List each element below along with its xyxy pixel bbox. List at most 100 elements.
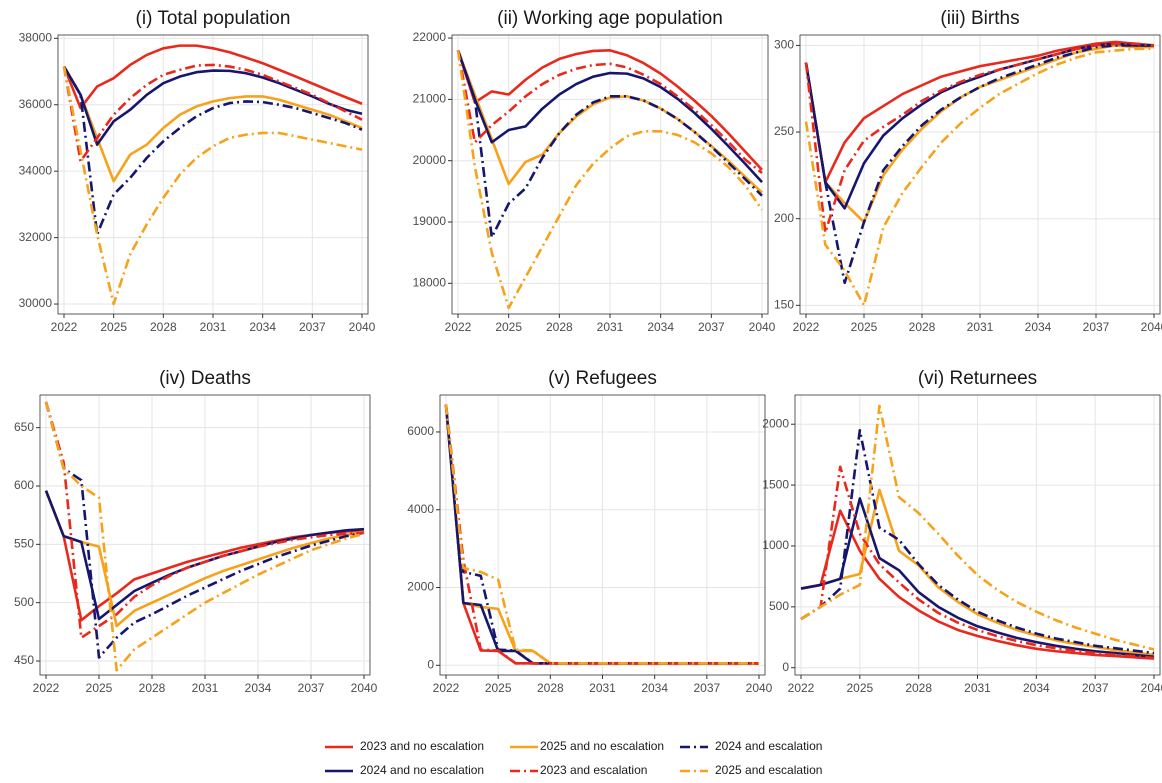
series-line (62, 66, 363, 306)
series-line (62, 63, 363, 163)
x-tick-label: 2028 (909, 320, 936, 334)
x-tick-label: 2034 (641, 681, 668, 695)
x-tick-label: 2022 (788, 681, 815, 695)
y-tick-label: 650 (14, 420, 34, 434)
panel-title: (vi) Returnees (918, 368, 1037, 389)
x-tick-label: 2025 (495, 320, 522, 334)
x-tick-label: 2034 (245, 681, 272, 695)
y-tick-label: 450 (14, 653, 34, 667)
y-tick-label: 2000 (407, 580, 434, 594)
series-line (456, 50, 764, 310)
x-tick-label: 2037 (1082, 681, 1109, 695)
x-tick-label: 2037 (298, 681, 325, 695)
y-tick-label: 6000 (407, 424, 434, 438)
x-tick-label: 2034 (1023, 681, 1050, 695)
y-tick-label: 200 (774, 211, 794, 225)
series-line (62, 65, 363, 146)
series-line (62, 44, 363, 110)
panel-border (439, 394, 766, 676)
series-line (800, 509, 1155, 660)
x-tick-label: 2025 (100, 320, 127, 334)
y-tick-label: 600 (14, 478, 34, 492)
series-line (62, 65, 363, 236)
series-line (62, 65, 363, 183)
x-tick-label: 2031 (597, 320, 624, 334)
y-tick-label: 21000 (413, 92, 447, 106)
x-tick-label: 2040 (746, 681, 773, 695)
panel-title: (iii) Births (940, 8, 1019, 29)
series-line (456, 49, 763, 184)
series-line (804, 42, 1155, 234)
x-tick-label: 2037 (299, 320, 326, 334)
series-line (44, 490, 365, 628)
y-tick-label: 32000 (19, 230, 53, 244)
series-line (444, 404, 759, 665)
x-tick-label: 2022 (33, 681, 60, 695)
legend-label: 2024 and no escalation (360, 763, 484, 777)
series-line (804, 47, 1154, 307)
legend-label: 2023 and escalation (540, 763, 647, 777)
series-line (456, 49, 763, 239)
x-tick-label: 2031 (967, 320, 994, 334)
y-tick-label: 18000 (413, 276, 447, 290)
x-tick-label: 2031 (589, 681, 616, 695)
x-tick-label: 2037 (698, 320, 725, 334)
x-tick-label: 2025 (86, 681, 113, 695)
x-tick-label: 2025 (851, 320, 878, 334)
legend-label: 2023 and no escalation (360, 739, 484, 753)
panel-title: (ii) Working age population (497, 8, 723, 29)
series-line (44, 401, 365, 639)
panel-border (57, 34, 369, 315)
y-tick-label: 36000 (19, 97, 53, 111)
panel-title: (v) Refugees (548, 368, 657, 389)
series-line (44, 401, 365, 659)
x-tick-label: 2025 (485, 681, 512, 695)
y-tick-label: 1500 (762, 477, 789, 491)
x-tick-label: 2022 (51, 320, 78, 334)
x-tick-label: 2040 (1141, 320, 1162, 334)
x-tick-label: 2034 (1025, 320, 1052, 334)
y-tick-label: 250 (774, 124, 794, 138)
y-tick-label: 38000 (19, 30, 53, 44)
x-tick-label: 2028 (905, 681, 932, 695)
series-line (800, 429, 1155, 655)
y-tick-label: 550 (14, 537, 34, 551)
legend-label: 2024 and escalation (715, 739, 822, 753)
y-tick-label: 30000 (19, 296, 53, 310)
x-tick-label: 2037 (1083, 320, 1110, 334)
panel-border (39, 394, 371, 676)
x-tick-label: 2031 (964, 681, 991, 695)
x-tick-label: 2040 (749, 320, 776, 334)
x-tick-label: 2028 (546, 320, 573, 334)
y-tick-label: 0 (782, 660, 789, 674)
x-tick-label: 2028 (537, 681, 564, 695)
legend-label: 2025 and no escalation (540, 739, 664, 753)
x-tick-label: 2025 (846, 681, 873, 695)
series-line (804, 40, 1155, 184)
y-tick-label: 34000 (19, 163, 53, 177)
x-tick-label: 2022 (793, 320, 820, 334)
y-tick-label: 4000 (407, 502, 434, 516)
x-tick-label: 2034 (647, 320, 674, 334)
y-tick-label: 300 (774, 38, 794, 52)
x-tick-label: 2040 (351, 681, 378, 695)
y-tick-label: 2000 (762, 416, 789, 430)
x-tick-label: 2031 (192, 681, 219, 695)
series-line (804, 44, 1154, 285)
series-line (44, 401, 365, 672)
x-tick-label: 2022 (445, 320, 472, 334)
panel-border (451, 34, 769, 315)
panel-title: (i) Total population (136, 8, 291, 29)
series-line (456, 50, 763, 174)
y-tick-label: 22000 (413, 30, 447, 44)
x-tick-label: 2022 (433, 681, 460, 695)
x-tick-label: 2040 (1141, 681, 1162, 695)
y-tick-label: 1000 (762, 538, 789, 552)
x-tick-label: 2040 (349, 320, 376, 334)
y-tick-label: 0 (427, 657, 434, 671)
legend-label: 2025 and escalation (715, 763, 822, 777)
panel-border (794, 394, 1161, 676)
y-tick-label: 500 (769, 599, 789, 613)
x-tick-label: 2028 (139, 681, 166, 695)
